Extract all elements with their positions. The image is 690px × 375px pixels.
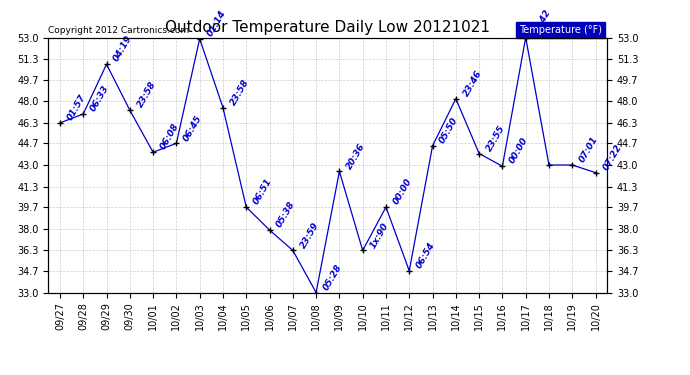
Text: 23:42: 23:42: [531, 8, 553, 37]
Text: 06:54: 06:54: [415, 241, 437, 270]
Title: Outdoor Temperature Daily Low 20121021: Outdoor Temperature Daily Low 20121021: [165, 20, 491, 35]
Text: 20:36: 20:36: [345, 141, 367, 171]
Text: 05:38: 05:38: [275, 200, 297, 229]
Text: 1x:90: 1x:90: [368, 221, 390, 250]
Text: 01:57: 01:57: [66, 93, 88, 122]
Text: 05:28: 05:28: [322, 262, 344, 292]
Text: 07:01: 07:01: [578, 135, 600, 164]
Text: 23:59: 23:59: [298, 220, 320, 250]
Text: 06:08: 06:08: [159, 122, 181, 152]
Text: 07:22: 07:22: [601, 142, 623, 172]
Text: Copyright 2012 Cartronics.com: Copyright 2012 Cartronics.com: [48, 26, 190, 35]
Text: 05:50: 05:50: [438, 116, 460, 145]
Text: 00:00: 00:00: [391, 177, 413, 206]
Text: 06:51: 06:51: [252, 177, 274, 206]
Text: 01:14: 01:14: [205, 9, 227, 38]
Text: 23:46: 23:46: [462, 69, 484, 98]
Text: 00:00: 00:00: [508, 136, 530, 165]
Text: 04:19: 04:19: [112, 34, 134, 63]
Text: 23:55: 23:55: [484, 123, 506, 153]
Text: 06:33: 06:33: [89, 84, 111, 113]
Text: 23:58: 23:58: [228, 78, 250, 107]
Text: Temperature (°F): Temperature (°F): [519, 25, 602, 35]
Text: 23:58: 23:58: [135, 80, 157, 110]
Text: 06:45: 06:45: [182, 113, 204, 142]
